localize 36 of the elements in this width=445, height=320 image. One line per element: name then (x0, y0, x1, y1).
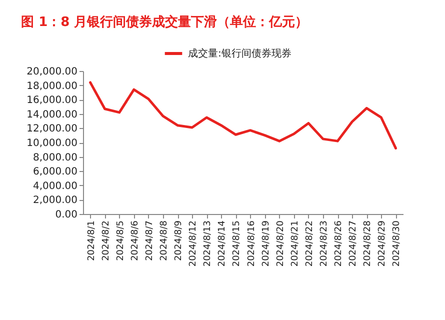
x-tick-label: 2024/8/5 (116, 220, 126, 261)
x-tick-label: 2024/8/2 (101, 220, 112, 261)
y-tick-label: 0.00 (55, 210, 78, 220)
y-tick-label: 10,000.00 (26, 138, 78, 149)
x-tick-label: 2024/8/6 (130, 220, 140, 261)
x-tick-label: 2024/8/7 (144, 220, 155, 261)
x-tick-label: 2024/8/29 (378, 220, 388, 267)
x-tick-label: 2024/8/9 (174, 220, 184, 261)
x-tick-label: 2024/8/19 (261, 220, 272, 267)
x-tick-label: 2024/8/15 (232, 220, 242, 267)
line-series (89, 81, 397, 150)
x-tick-label: 2024/8/28 (363, 220, 374, 267)
x-tick-label: 2024/8/20 (276, 220, 286, 267)
y-tick-label: 8,000.00 (32, 152, 78, 164)
y-tick-label: 4,000.00 (32, 180, 78, 192)
chart-title: 图 1：8 月银行间债券成交量下滑（单位：亿元） (21, 14, 308, 30)
x-tick-label: 2024/8/27 (348, 220, 359, 267)
x-tick-label: 2024/8/16 (246, 220, 257, 267)
x-tick-label: 2024/8/23 (320, 220, 330, 267)
x-tick-label: 2024/8/13 (203, 220, 214, 267)
y-tick-label: 16,000.00 (26, 95, 78, 106)
x-tick-label: 2024/8/12 (188, 220, 199, 267)
x-tick-label: 2024/8/22 (304, 220, 315, 267)
x-tick-label: 2024/8/21 (290, 220, 300, 267)
x-tick-label: 2024/8/8 (160, 220, 170, 261)
legend-label: 成交量:银行间债券现券 (188, 48, 292, 60)
y-tick-label: 6,000.00 (32, 166, 78, 178)
y-tick-label: 12,000.00 (26, 124, 78, 135)
x-tick-label: 2024/8/14 (218, 220, 228, 267)
y-tick-label: 14,000.00 (26, 109, 78, 120)
y-tick-label: 18,000.00 (26, 80, 78, 92)
x-tick-label: 2024/8/1 (86, 220, 97, 261)
y-tick-label: 2,000.00 (32, 195, 78, 206)
x-tick-label: 2024/8/26 (334, 220, 344, 267)
x-tick-label: 2024/8/30 (392, 220, 402, 267)
y-tick-label: 20,000.00 (26, 66, 78, 78)
